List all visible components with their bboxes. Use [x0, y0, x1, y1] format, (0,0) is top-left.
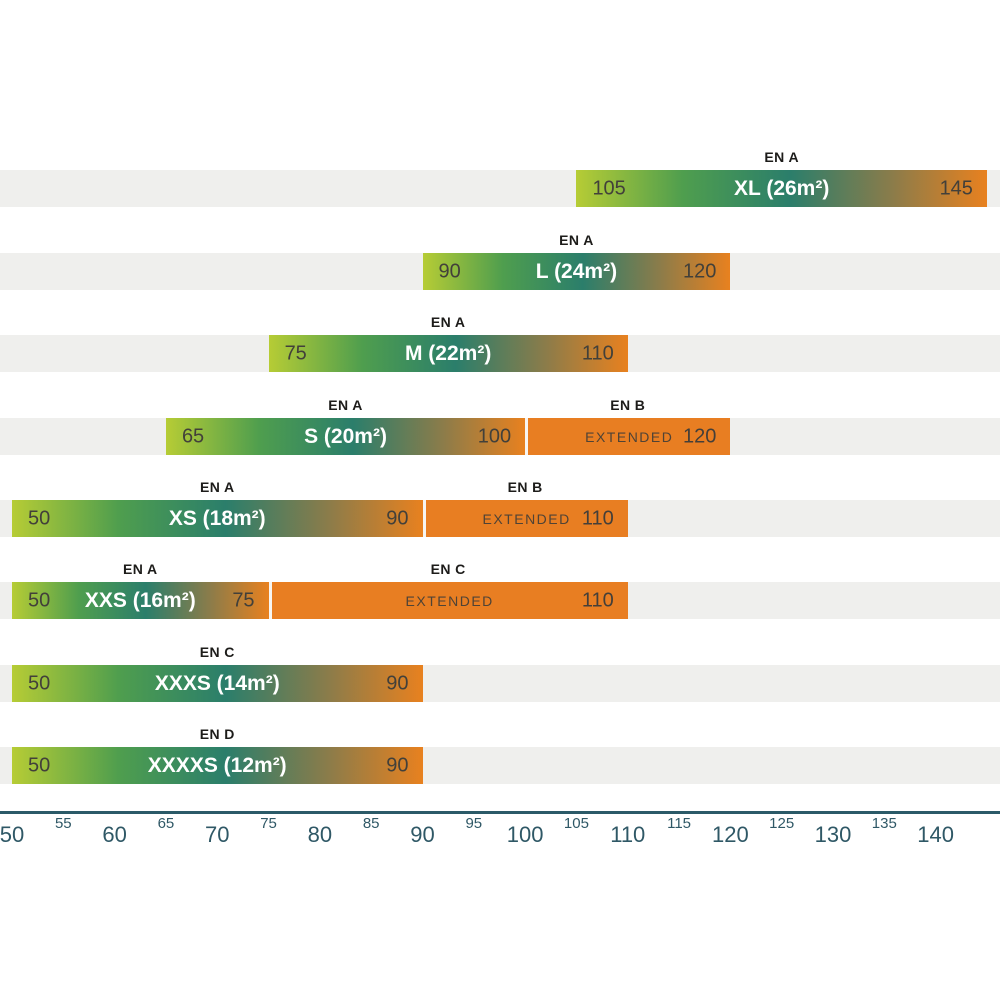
x-axis-tick-major: 70 — [205, 822, 230, 847]
certification-label: EN A — [764, 149, 799, 165]
range-bar-xl: 105 XL (26m²) 145 — [576, 170, 987, 207]
size-label: M (22m²) — [404, 341, 492, 365]
extended-label: EXTENDED — [585, 428, 674, 445]
min-weight-label: 50 — [28, 589, 51, 611]
extended-certification-label: EN B — [610, 397, 646, 413]
extended-label: EXTENDED — [482, 510, 571, 527]
x-axis-tick-minor: 65 — [157, 815, 175, 832]
size-label: XXXS (14m²) — [154, 671, 280, 695]
x-axis-tick-major: 60 — [102, 822, 127, 847]
size-label: XL (26m²) — [734, 176, 830, 200]
x-axis-tick-minor: 105 — [563, 815, 589, 832]
range-bar-s: 65 S (20m²) 100 — [165, 418, 526, 455]
max-weight-label: 90 — [386, 672, 409, 694]
extended-bar-s: EXTENDED 120 — [525, 418, 731, 455]
range-bar-m: 75 M (22m²) 110 — [268, 335, 628, 372]
certification-label: EN A — [123, 561, 158, 577]
extended-max-weight-label: 110 — [581, 589, 614, 611]
x-axis-tick-minor: 75 — [260, 815, 277, 832]
max-weight-label: 90 — [386, 754, 409, 776]
min-weight-label: 65 — [181, 425, 205, 447]
max-weight-label: 110 — [581, 342, 614, 364]
size-label: XXS (16m²) — [84, 588, 196, 612]
x-axis-tick-minor: 95 — [465, 815, 483, 832]
x-axis-tick-major: 140 — [917, 822, 954, 847]
extended-max-weight-label: 120 — [683, 425, 717, 447]
min-weight-label: 50 — [28, 754, 51, 776]
min-weight-label: 50 — [28, 507, 51, 529]
size-label: XXXXS (12m²) — [147, 753, 287, 777]
size-label: S (20m²) — [304, 424, 387, 448]
max-weight-label: 145 — [939, 177, 973, 199]
extended-certification-label: EN C — [430, 561, 466, 577]
range-bar-xs: 50 XS (18m²) 90 — [12, 500, 423, 537]
x-axis-tick-major: 110 — [610, 822, 646, 847]
certification-label: EN A — [199, 479, 235, 495]
max-weight-label: 90 — [386, 507, 409, 529]
extended-label: EXTENDED — [405, 592, 494, 609]
max-weight-label: 75 — [232, 589, 255, 611]
x-axis-tick-major: 130 — [814, 822, 852, 847]
range-bar-xxs: 50 XXS (16m²) 75 — [12, 582, 269, 619]
x-axis-tick-minor: 125 — [769, 815, 795, 832]
x-axis-tick-major: 50 — [0, 822, 25, 847]
x-axis-tick-major: 120 — [712, 822, 749, 847]
certification-label: EN D — [199, 726, 235, 742]
x-axis-tick-minor: 55 — [54, 815, 72, 832]
x-axis-tick-major: 100 — [506, 822, 544, 847]
certification-label: EN C — [199, 644, 235, 660]
min-weight-label: 50 — [28, 672, 51, 694]
extended-bar-xs: EXTENDED 110 — [422, 500, 628, 537]
range-bar-xxxxs: 50 XXXXS (12m²) 90 — [12, 747, 423, 784]
x-axis-tick-major: 90 — [410, 822, 435, 847]
x-axis-tick-major: 80 — [307, 822, 333, 847]
extended-bar-xxs: EXTENDED 110 — [268, 582, 628, 619]
extended-max-weight-label: 110 — [581, 507, 614, 529]
x-axis-tick-minor: 115 — [667, 815, 692, 832]
min-weight-label: 75 — [284, 342, 307, 364]
size-label: L (24m²) — [535, 259, 618, 283]
range-bar-l: 90 L (24m²) 120 — [422, 253, 731, 290]
x-axis-line — [0, 811, 1000, 814]
extended-certification-label: EN B — [507, 479, 543, 495]
min-weight-label: 90 — [438, 260, 461, 282]
certification-label: EN A — [328, 397, 363, 413]
size-label: XS (18m²) — [168, 506, 266, 530]
min-weight-label: 105 — [592, 177, 626, 199]
max-weight-label: 120 — [683, 260, 717, 282]
max-weight-label: 100 — [477, 425, 512, 447]
x-axis-tick-minor: 135 — [871, 815, 897, 832]
certification-label: EN A — [430, 314, 466, 330]
certification-label: EN A — [559, 232, 594, 248]
x-axis-tick-minor: 85 — [362, 815, 380, 832]
range-bar-xxxs: 50 XXXS (14m²) 90 — [12, 665, 423, 702]
